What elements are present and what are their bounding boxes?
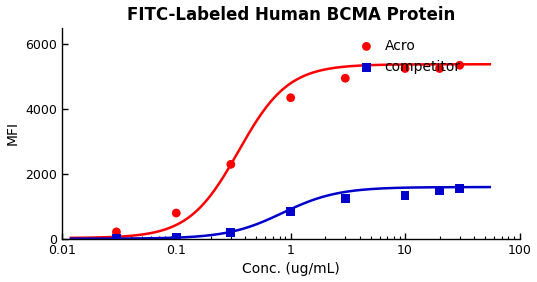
Acro [172, 211, 180, 215]
competitor [455, 186, 464, 191]
competitor [112, 236, 121, 241]
Acro [435, 66, 444, 71]
Y-axis label: MFI: MFI [5, 122, 19, 146]
competitor [401, 193, 409, 197]
competitor [172, 235, 180, 240]
Legend: Acro, competitor: Acro, competitor [353, 39, 461, 74]
Acro [455, 63, 464, 67]
competitor [227, 230, 235, 235]
competitor [435, 189, 444, 193]
competitor [286, 209, 295, 214]
X-axis label: Conc. (ug/mL): Conc. (ug/mL) [242, 263, 339, 276]
Acro [286, 96, 295, 100]
Acro [341, 76, 350, 80]
Acro [112, 230, 121, 234]
Acro [227, 162, 235, 167]
competitor [341, 196, 350, 201]
Title: FITC-Labeled Human BCMA Protein: FITC-Labeled Human BCMA Protein [127, 6, 455, 24]
Acro [401, 66, 409, 71]
